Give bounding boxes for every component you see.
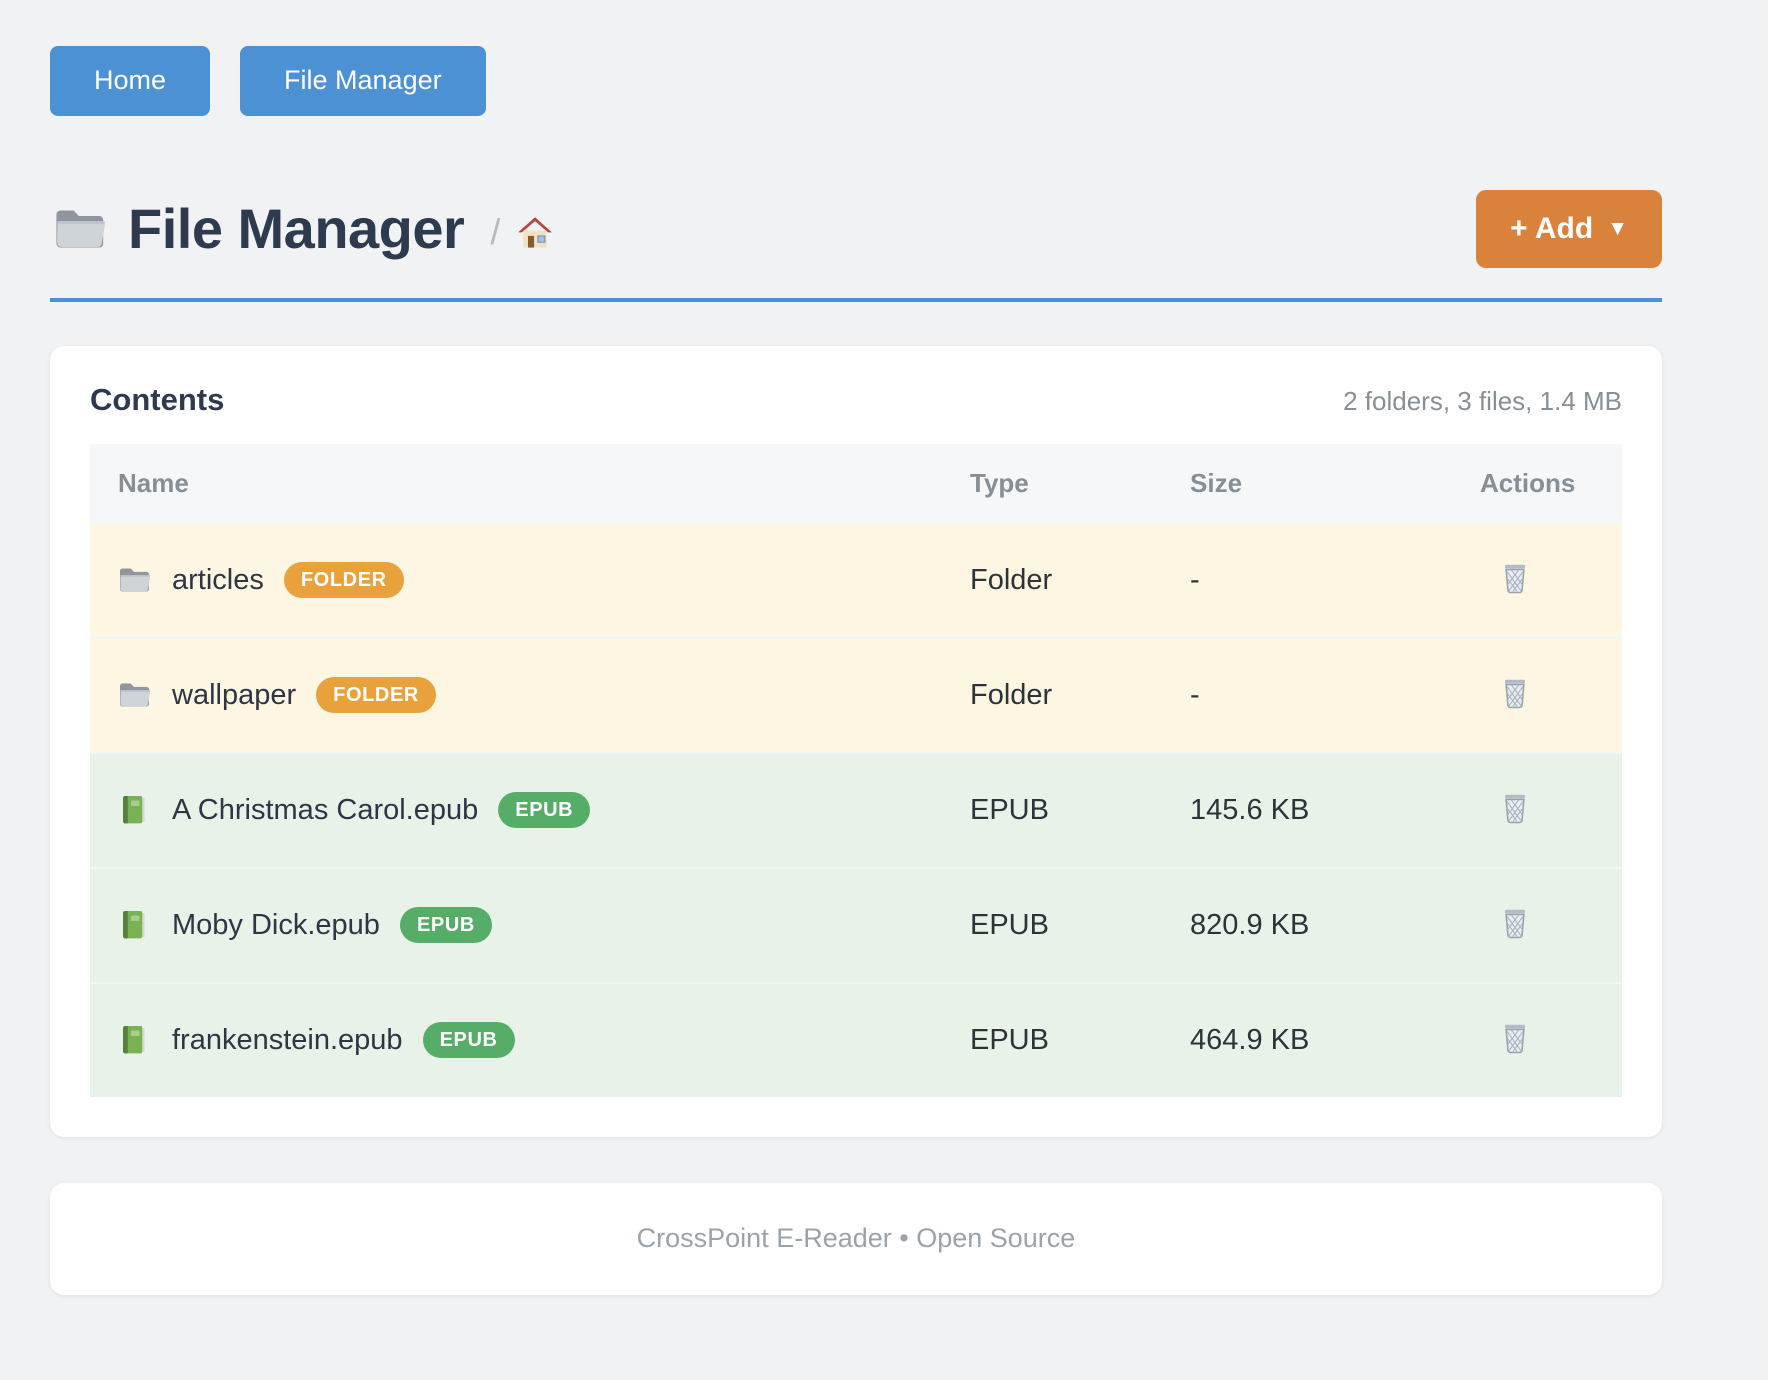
table-header-row: Name Type Size Actions (90, 443, 1622, 524)
item-name-link[interactable]: wallpaper (172, 678, 297, 711)
table-row: articles FOLDER Folder - (90, 523, 1622, 637)
item-type-badge: FOLDER (316, 677, 436, 714)
contents-heading: Contents (90, 381, 225, 417)
page-header: File Manager / + Add ▼ (50, 189, 1662, 268)
name-cell: frankenstein.epub EPUB (90, 1022, 970, 1059)
name-cell: articles FOLDER (90, 562, 970, 599)
table-row: A Christmas Carol.epub EPUB EPUB 145.6 K… (90, 751, 1622, 867)
book-icon (116, 1022, 152, 1058)
title-group: File Manager / (50, 196, 1476, 261)
file-manager-button[interactable]: File Manager (240, 46, 486, 116)
size-cell: 464.9 KB (1190, 1023, 1310, 1056)
actions-cell (1480, 788, 1622, 833)
folder-icon (116, 562, 152, 598)
home-button[interactable]: Home (50, 46, 211, 116)
page: Home File Manager File Manager / + Add ▼… (50, 0, 1662, 1295)
actions-cell (1480, 558, 1622, 603)
name-cell: Moby Dick.epub EPUB (90, 907, 970, 944)
page-title: File Manager (128, 197, 465, 261)
add-button[interactable]: + Add ▼ (1476, 189, 1662, 268)
size-cell: - (1190, 563, 1200, 596)
size-cell: 820.9 KB (1190, 908, 1310, 941)
delete-button[interactable] (1494, 788, 1536, 830)
item-type-badge: FOLDER (283, 562, 404, 599)
trash-icon (1496, 1020, 1534, 1058)
table-row: wallpaper FOLDER Folder - (90, 636, 1622, 752)
column-header-size: Size (1190, 468, 1243, 499)
column-header-actions: Actions (1480, 468, 1576, 499)
book-icon (116, 792, 152, 828)
item-name-link[interactable]: frankenstein.epub (172, 1023, 403, 1056)
trash-icon (1496, 560, 1534, 598)
footer-text: CrossPoint E-Reader • Open Source (636, 1223, 1076, 1254)
item-name-link[interactable]: Moby Dick.epub (172, 908, 380, 941)
folder-icon (50, 200, 108, 258)
contents-card: Contents 2 folders, 3 files, 1.4 MB Name… (50, 345, 1662, 1137)
title-underline (50, 297, 1662, 302)
chevron-down-icon: ▼ (1607, 216, 1628, 240)
type-cell: EPUB (970, 908, 1049, 941)
actions-cell (1480, 1018, 1622, 1063)
trash-icon (1496, 675, 1534, 713)
contents-summary: 2 folders, 3 files, 1.4 MB (1343, 385, 1622, 416)
item-type-badge: EPUB (498, 792, 591, 829)
size-cell: 145.6 KB (1190, 793, 1310, 826)
actions-cell (1480, 673, 1622, 718)
name-cell: wallpaper FOLDER (90, 677, 970, 714)
folder-icon (116, 677, 152, 713)
item-name-link[interactable]: A Christmas Carol.epub (172, 793, 479, 826)
delete-button[interactable] (1494, 903, 1536, 945)
breadcrumb-home-link[interactable] (514, 212, 556, 254)
type-cell: Folder (970, 678, 1053, 711)
column-header-name: Name (118, 468, 189, 499)
item-name-link[interactable]: articles (172, 563, 264, 596)
contents-card-header: Contents 2 folders, 3 files, 1.4 MB (90, 382, 1622, 418)
trash-icon (1496, 905, 1534, 943)
top-nav: Home File Manager (50, 0, 1662, 116)
type-cell: Folder (970, 563, 1053, 596)
size-cell: - (1190, 678, 1200, 711)
name-cell: A Christmas Carol.epub EPUB (90, 792, 970, 829)
delete-button[interactable] (1494, 558, 1536, 600)
footer: CrossPoint E-Reader • Open Source (50, 1182, 1662, 1295)
item-type-badge: EPUB (399, 907, 492, 944)
table-row: Moby Dick.epub EPUB EPUB 820.9 KB (90, 866, 1622, 982)
type-cell: EPUB (970, 1023, 1049, 1056)
delete-button[interactable] (1494, 1018, 1536, 1060)
type-cell: EPUB (970, 793, 1049, 826)
delete-button[interactable] (1494, 673, 1536, 715)
item-type-badge: EPUB (422, 1022, 515, 1059)
book-icon (116, 907, 152, 943)
table-row: frankenstein.epub EPUB EPUB 464.9 KB (90, 981, 1622, 1097)
add-button-label: + Add (1510, 211, 1594, 245)
column-header-type: Type (970, 468, 1029, 499)
file-table: Name Type Size Actions articles FOLDER F… (90, 443, 1622, 1097)
table-body: articles FOLDER Folder - wallpaper FOLDE… (90, 523, 1622, 1097)
house-icon (514, 212, 556, 254)
breadcrumb-separator: / (490, 210, 501, 252)
trash-icon (1496, 790, 1534, 828)
actions-cell (1480, 903, 1622, 948)
